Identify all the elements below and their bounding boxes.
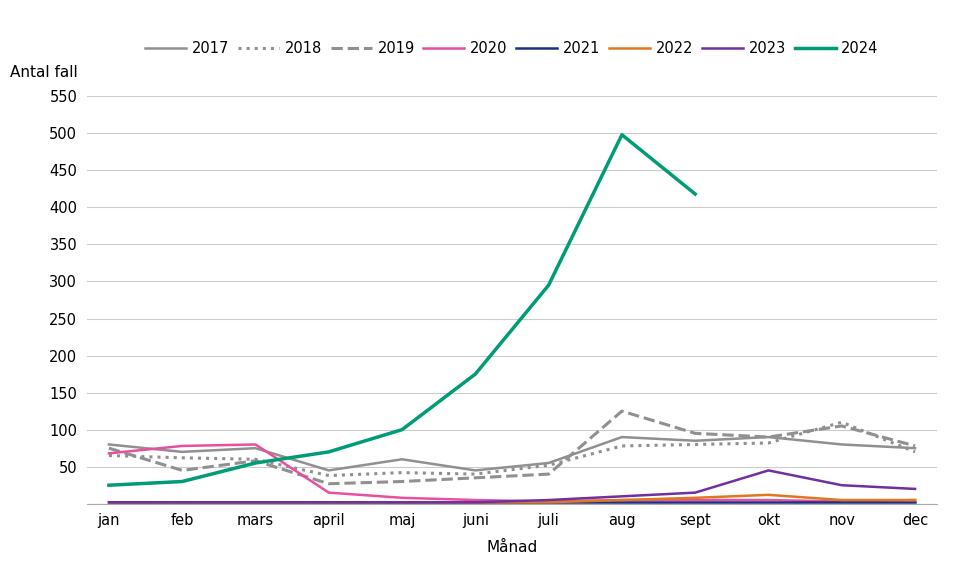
- Text: Antal fall: Antal fall: [11, 65, 78, 80]
- X-axis label: Månad: Månad: [486, 539, 538, 555]
- Legend: 2017, 2018, 2019, 2020, 2021, 2022, 2023, 2024: 2017, 2018, 2019, 2020, 2021, 2022, 2023…: [145, 41, 879, 57]
